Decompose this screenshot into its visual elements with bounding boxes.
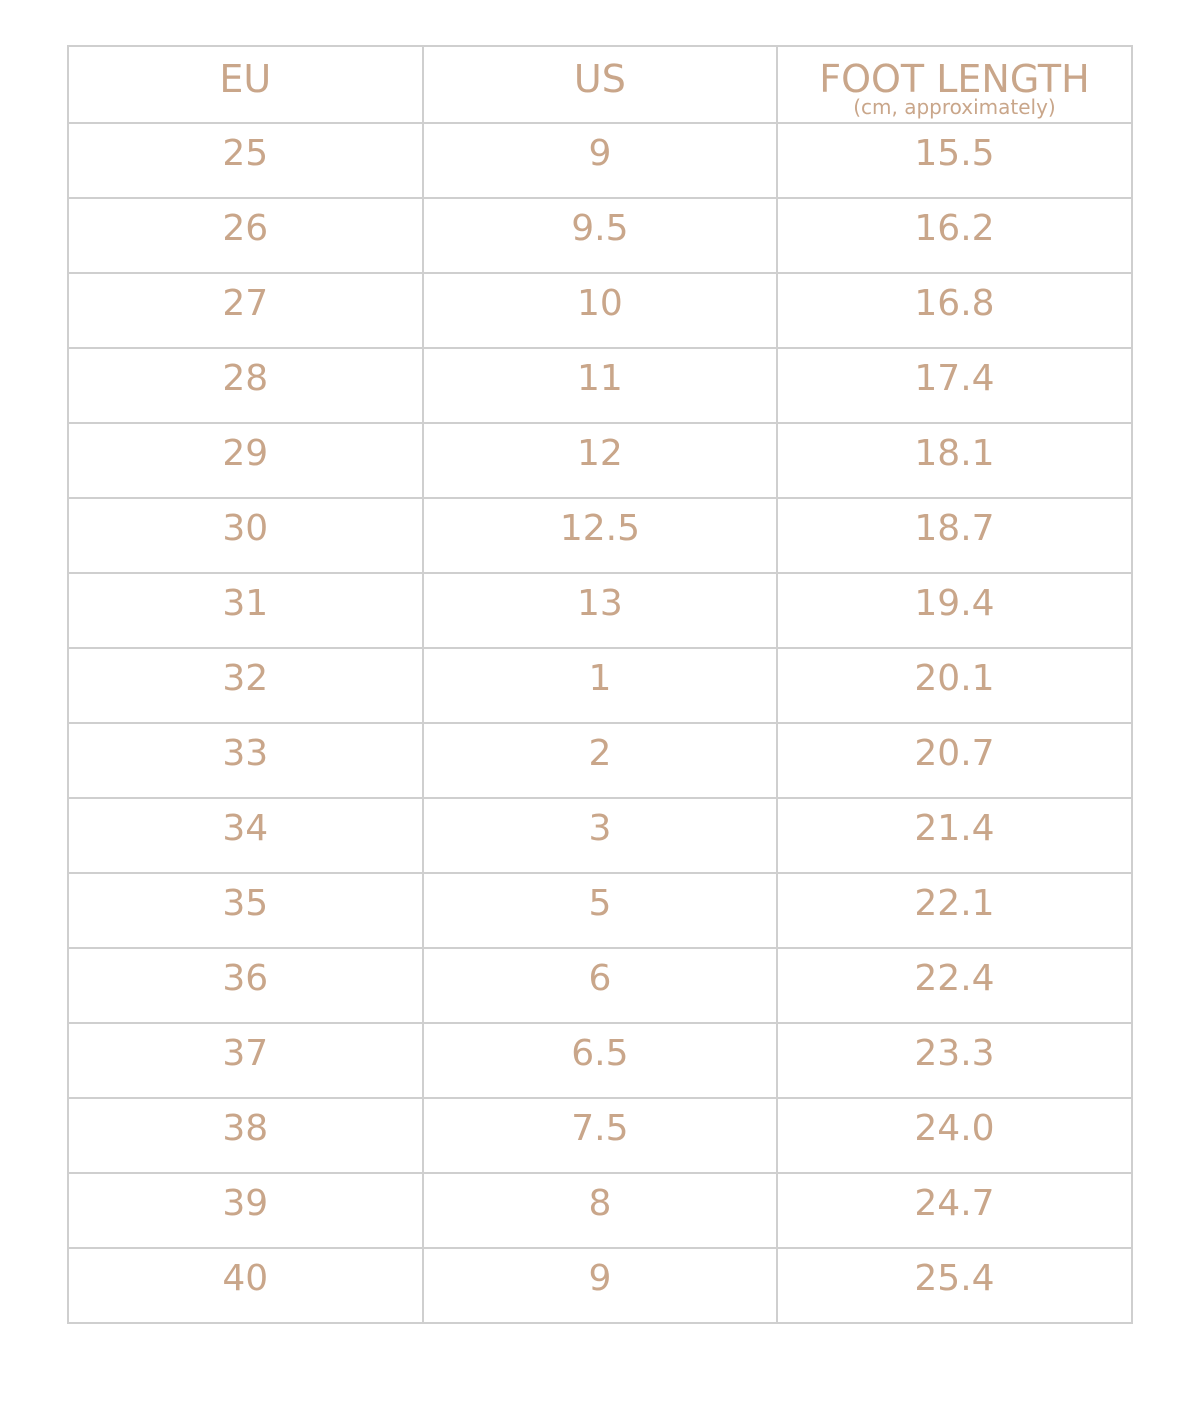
eu-size-cell: 32 xyxy=(67,647,424,724)
table-row: 26 9.5 16.2 xyxy=(67,197,1133,274)
table-row: 29 12 18.1 xyxy=(67,422,1133,499)
us-size-cell: 11 xyxy=(421,347,779,424)
eu-size-cell: 38 xyxy=(67,1097,424,1174)
foot-length-cell: 21.4 xyxy=(776,797,1133,874)
table-row: 34 3 21.4 xyxy=(67,797,1133,874)
eu-size-cell: 31 xyxy=(67,572,424,649)
foot-length-cell: 18.7 xyxy=(776,497,1133,574)
foot-length-cell: 18.1 xyxy=(776,422,1133,499)
foot-length-cell: 22.4 xyxy=(776,947,1133,1024)
foot-length-cell: 15.5 xyxy=(776,122,1133,199)
foot-length-cell: 24.7 xyxy=(776,1172,1133,1249)
table-row: 25 9 15.5 xyxy=(67,122,1133,199)
us-size-cell: 1 xyxy=(421,647,779,724)
us-size-cell: 7.5 xyxy=(421,1097,779,1174)
table-row: 37 6.5 23.3 xyxy=(67,1022,1133,1099)
table-row: 39 8 24.7 xyxy=(67,1172,1133,1249)
foot-length-cell: 16.8 xyxy=(776,272,1133,349)
eu-size-cell: 37 xyxy=(67,1022,424,1099)
us-size-cell: 8 xyxy=(421,1172,779,1249)
us-size-cell: 12 xyxy=(421,422,779,499)
foot-length-cell: 22.1 xyxy=(776,872,1133,949)
eu-size-cell: 29 xyxy=(67,422,424,499)
foot-length-cell: 24.0 xyxy=(776,1097,1133,1174)
us-size-cell: 3 xyxy=(421,797,779,874)
foot-length-cell: 20.7 xyxy=(776,722,1133,799)
eu-size-cell: 34 xyxy=(67,797,424,874)
table-row: 35 5 22.1 xyxy=(67,872,1133,949)
table-row: 40 9 25.4 xyxy=(67,1247,1133,1324)
header-eu: EU xyxy=(67,45,424,124)
table-row: 38 7.5 24.0 xyxy=(67,1097,1133,1174)
us-size-cell: 5 xyxy=(421,872,779,949)
foot-length-cell: 17.4 xyxy=(776,347,1133,424)
eu-size-cell: 36 xyxy=(67,947,424,1024)
eu-size-cell: 39 xyxy=(67,1172,424,1249)
us-size-cell: 6 xyxy=(421,947,779,1024)
table-row: 30 12.5 18.7 xyxy=(67,497,1133,574)
eu-size-cell: 30 xyxy=(67,497,424,574)
header-foot-length-title: FOOT LENGTH xyxy=(819,57,1090,101)
us-size-cell: 12.5 xyxy=(421,497,779,574)
us-size-cell: 13 xyxy=(421,572,779,649)
us-size-cell: 9 xyxy=(421,122,779,199)
foot-length-cell: 25.4 xyxy=(776,1247,1133,1324)
table-row: 27 10 16.8 xyxy=(67,272,1133,349)
header-foot-length-unit: (cm, approximately) xyxy=(853,95,1056,119)
table-row: 36 6 22.4 xyxy=(67,947,1133,1024)
table-row: 32 1 20.1 xyxy=(67,647,1133,724)
eu-size-cell: 26 xyxy=(67,197,424,274)
eu-size-cell: 28 xyxy=(67,347,424,424)
us-size-cell: 10 xyxy=(421,272,779,349)
eu-size-cell: 27 xyxy=(67,272,424,349)
foot-length-cell: 16.2 xyxy=(776,197,1133,274)
table-row: 28 11 17.4 xyxy=(67,347,1133,424)
eu-size-cell: 33 xyxy=(67,722,424,799)
eu-size-cell: 25 xyxy=(67,122,424,199)
header-row: EU US FOOT LENGTH (cm, approximately) xyxy=(67,45,1133,124)
table-row: 33 2 20.7 xyxy=(67,722,1133,799)
header-foot-length: FOOT LENGTH (cm, approximately) xyxy=(776,45,1133,124)
eu-size-cell: 40 xyxy=(67,1247,424,1324)
us-size-cell: 6.5 xyxy=(421,1022,779,1099)
table-row: 31 13 19.4 xyxy=(67,572,1133,649)
us-size-cell: 9 xyxy=(421,1247,779,1324)
size-chart-table: EU US FOOT LENGTH (cm, approximately) 25… xyxy=(67,45,1133,1324)
foot-length-cell: 19.4 xyxy=(776,572,1133,649)
foot-length-cell: 20.1 xyxy=(776,647,1133,724)
us-size-cell: 2 xyxy=(421,722,779,799)
us-size-cell: 9.5 xyxy=(421,197,779,274)
eu-size-cell: 35 xyxy=(67,872,424,949)
header-us: US xyxy=(421,45,779,124)
foot-length-cell: 23.3 xyxy=(776,1022,1133,1099)
